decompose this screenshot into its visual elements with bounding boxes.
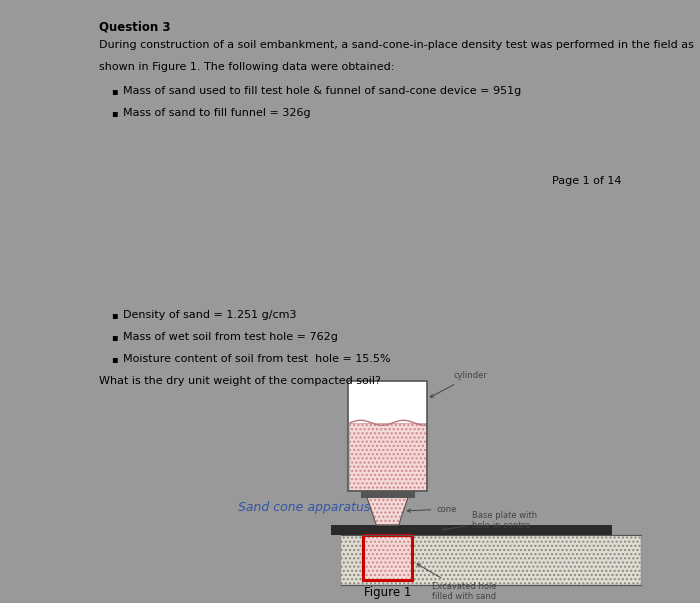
Bar [361, 491, 414, 497]
Text: ▪: ▪ [111, 354, 118, 364]
Polygon shape [367, 497, 408, 525]
Text: ▪: ▪ [111, 310, 118, 320]
Text: cone: cone [407, 505, 456, 514]
Bar [363, 535, 412, 580]
Text: Mass of wet soil from test hole = 762g: Mass of wet soil from test hole = 762g [123, 332, 338, 342]
Bar [331, 525, 612, 535]
Text: ▪: ▪ [111, 332, 118, 342]
Bar [349, 423, 426, 490]
Bar [341, 535, 640, 585]
Text: What is the dry unit weight of the compacted soil?: What is the dry unit weight of the compa… [99, 376, 381, 386]
Text: Base plate with
hole in centre: Base plate with hole in centre [443, 511, 537, 531]
Text: Figure 1: Figure 1 [364, 586, 411, 599]
Bar [363, 535, 412, 580]
Bar [341, 535, 640, 585]
Text: Sand cone apparatus: Sand cone apparatus [237, 500, 370, 514]
Text: shown in Figure 1. The following data were obtained:: shown in Figure 1. The following data we… [99, 62, 394, 72]
Text: During construction of a soil embankment, a sand-cone-in-place density test was : During construction of a soil embankment… [99, 40, 694, 50]
Text: Page 1 of 14: Page 1 of 14 [552, 176, 622, 186]
Bar [349, 423, 426, 490]
Bar [363, 535, 412, 580]
Text: Density of sand = 1.251 g/cm3: Density of sand = 1.251 g/cm3 [123, 310, 297, 320]
Text: Mass of sand used to fill test hole & funnel of sand-cone device = 951g: Mass of sand used to fill test hole & fu… [123, 86, 522, 96]
Text: Question 3: Question 3 [99, 20, 170, 33]
Text: Moisture content of soil from test  hole = 15.5%: Moisture content of soil from test hole … [123, 354, 391, 364]
Text: ▪: ▪ [111, 108, 118, 118]
Bar [348, 381, 427, 491]
Text: ▪: ▪ [111, 86, 118, 96]
Text: cylinder: cylinder [430, 371, 487, 397]
Text: Mass of sand to fill funnel = 326g: Mass of sand to fill funnel = 326g [123, 108, 311, 118]
Bar [348, 381, 427, 491]
Text: Excavated hole
filled with sand: Excavated hole filled with sand [417, 564, 497, 601]
